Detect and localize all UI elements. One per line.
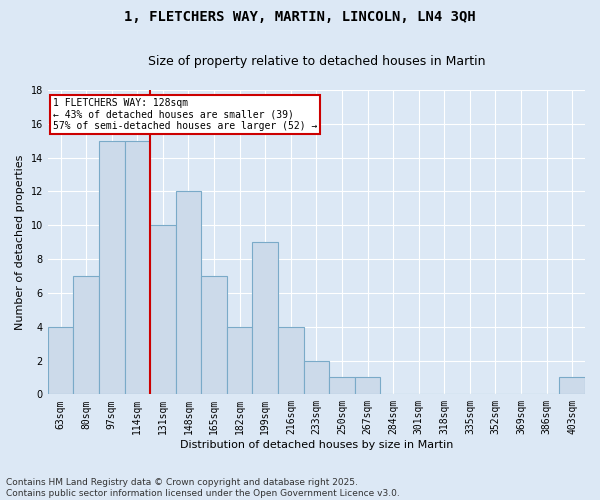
Text: Contains HM Land Registry data © Crown copyright and database right 2025.
Contai: Contains HM Land Registry data © Crown c… — [6, 478, 400, 498]
Text: 1 FLETCHERS WAY: 128sqm
← 43% of detached houses are smaller (39)
57% of semi-de: 1 FLETCHERS WAY: 128sqm ← 43% of detache… — [53, 98, 317, 131]
Bar — [73, 276, 99, 394]
Bar — [99, 140, 125, 394]
Bar — [176, 192, 201, 394]
Y-axis label: Number of detached properties: Number of detached properties — [15, 154, 25, 330]
X-axis label: Distribution of detached houses by size in Martin: Distribution of detached houses by size … — [180, 440, 453, 450]
Bar — [355, 378, 380, 394]
Bar — [201, 276, 227, 394]
Bar — [278, 326, 304, 394]
Bar — [48, 326, 73, 394]
Bar — [227, 326, 253, 394]
Bar — [304, 360, 329, 394]
Bar — [329, 378, 355, 394]
Bar — [559, 378, 585, 394]
Bar — [125, 140, 150, 394]
Bar — [150, 226, 176, 394]
Bar — [253, 242, 278, 394]
Text: 1, FLETCHERS WAY, MARTIN, LINCOLN, LN4 3QH: 1, FLETCHERS WAY, MARTIN, LINCOLN, LN4 3… — [124, 10, 476, 24]
Title: Size of property relative to detached houses in Martin: Size of property relative to detached ho… — [148, 55, 485, 68]
